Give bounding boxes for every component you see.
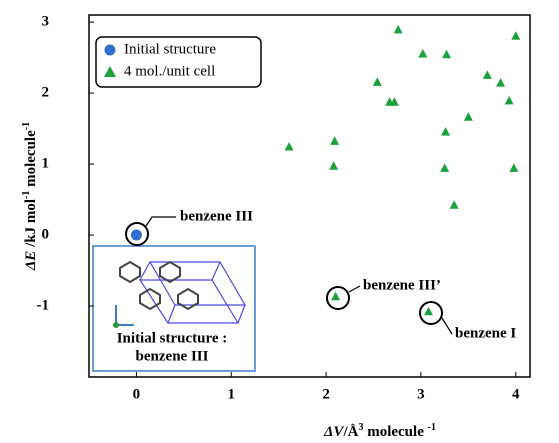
point [464,112,473,121]
point [330,136,339,145]
point [331,292,340,301]
annotation: benzene I [455,325,516,341]
point [496,78,505,87]
point [483,70,492,79]
axes-origin [113,322,119,328]
legend-label: Initial structure [124,41,216,57]
y-tick-label: 1 [42,155,50,171]
point [511,31,520,40]
inset-caption: benzene III [136,348,209,364]
y-tick-label: -1 [37,297,50,313]
point [373,77,382,86]
legend-marker [105,45,116,56]
inset-caption: Initial structure : [117,330,228,346]
x-tick-label: 4 [512,386,520,402]
chart: 01234-10123ΔV/Å3 molecule -1ΔE /kJ mol-1… [0,0,559,443]
point [394,25,403,34]
y-tick-label: 2 [42,85,50,101]
y-tick-label: 0 [42,226,50,242]
annotation: benzene III’ [363,277,441,293]
point [441,127,450,136]
y-axis-label-part: molecule [23,130,39,191]
point [285,142,294,151]
point [440,163,449,172]
point [329,161,338,170]
legend-label: 4 mol./unit cell [124,63,215,79]
y-axis-label-part: ΔE [23,251,39,271]
y-tick-label: 3 [42,14,50,30]
annotation: benzene III [180,208,253,224]
y-axis-label-part: /kJ mol [23,199,39,251]
point [424,307,433,316]
x-tick-label: 2 [322,386,330,402]
y-axis-label-part: -1 [21,122,32,130]
point [442,50,451,59]
point [509,163,518,172]
x-tick-label: 3 [417,386,425,402]
x-tick-label: 1 [228,386,236,402]
point [131,230,142,241]
y-axis-label: ΔE /kJ mol-1 molecule-1 [21,122,40,271]
point [505,96,514,105]
point [450,200,459,209]
point [418,49,427,58]
x-tick-label: 0 [133,386,141,402]
x-axis-label-part: ΔV [323,424,345,440]
x-axis-label-part: /Å [342,424,358,440]
y-axis-label-part: -1 [21,191,32,199]
x-axis-label-part: molecule [363,424,427,440]
x-axis-label-part: -1 [428,422,436,433]
x-axis-label: ΔV/Å3 molecule -1 [323,422,436,441]
